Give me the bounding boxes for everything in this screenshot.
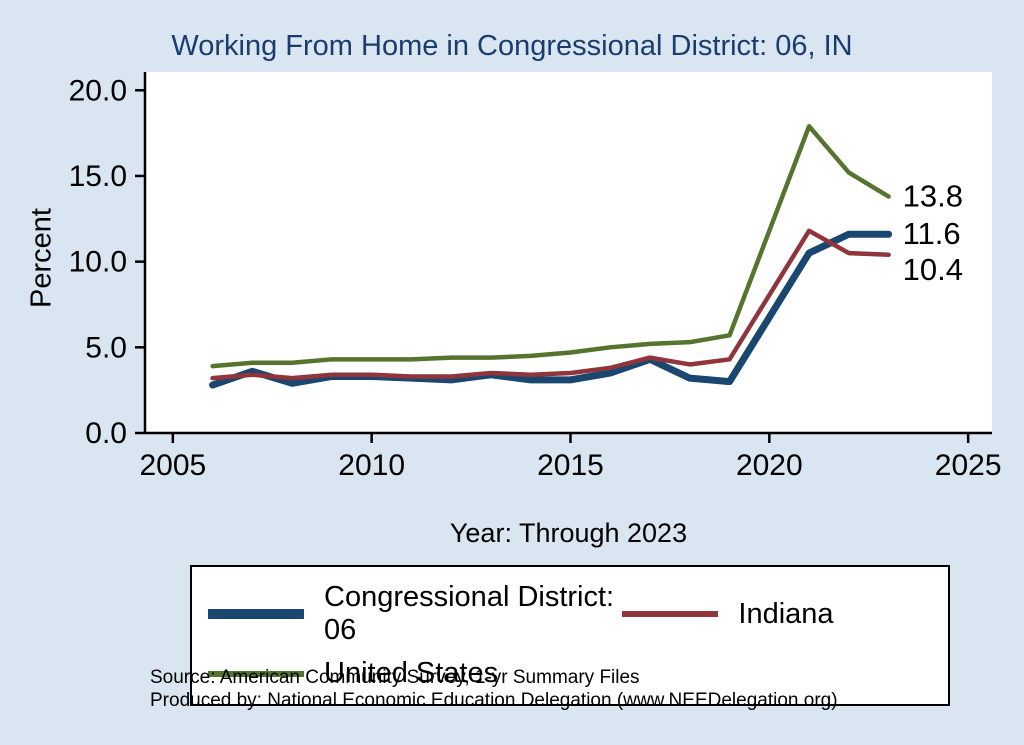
chart-title: Working From Home in Congressional Distr…: [171, 30, 853, 62]
legend-label-indiana: Indiana: [738, 597, 834, 630]
legend-label-united-states: United States: [324, 657, 499, 689]
x-tick-label: 2025: [935, 449, 1002, 478]
legend-entry-united-states: United States: [208, 657, 622, 690]
y-tick-label: 10.0: [69, 246, 127, 279]
source-note: Source: American Community Survey, 1-yr …: [150, 666, 838, 712]
x-axis-title: Year: Through 2023: [449, 518, 688, 548]
series-line: [209, 230, 893, 389]
y-tick-label: 5.0: [85, 331, 127, 364]
end-value-label: 11.6: [903, 216, 961, 251]
y-tick-label: 20.0: [69, 74, 127, 107]
legend-swatch-district: [208, 609, 304, 619]
legend-label-district: Congressional District: 06: [324, 581, 615, 646]
legend-entry-indiana: Indiana: [622, 598, 948, 631]
end-value-label: 13.8: [903, 179, 963, 214]
y-tick-label: 15.0: [69, 160, 127, 193]
legend: Congressional District: 06 Indiana Unite…: [190, 565, 950, 706]
series-line: [210, 124, 891, 369]
x-tick-label: 2015: [537, 449, 604, 478]
end-value-label: 10.4: [903, 252, 963, 287]
x-tick-label: 2010: [338, 449, 405, 478]
series-line: [210, 228, 891, 381]
legend-swatch-united-states: [208, 670, 304, 677]
y-tick-label: 0.0: [85, 417, 127, 450]
source-line: Source: American Community Survey, 1-yr …: [150, 667, 640, 688]
legend-swatch-indiana: [622, 611, 719, 617]
line-chart: 0.0 5.0 10.0 15.0 20.0 2005 2010 2015 2020 2025 13…: [69, 72, 1002, 478]
legend-entry-district: Congressional District: 06: [208, 581, 622, 647]
producer-line: Produced by: National Economic Education…: [150, 690, 838, 712]
x-tick-label: 2020: [736, 449, 803, 478]
x-tick-label: 2005: [139, 449, 206, 478]
